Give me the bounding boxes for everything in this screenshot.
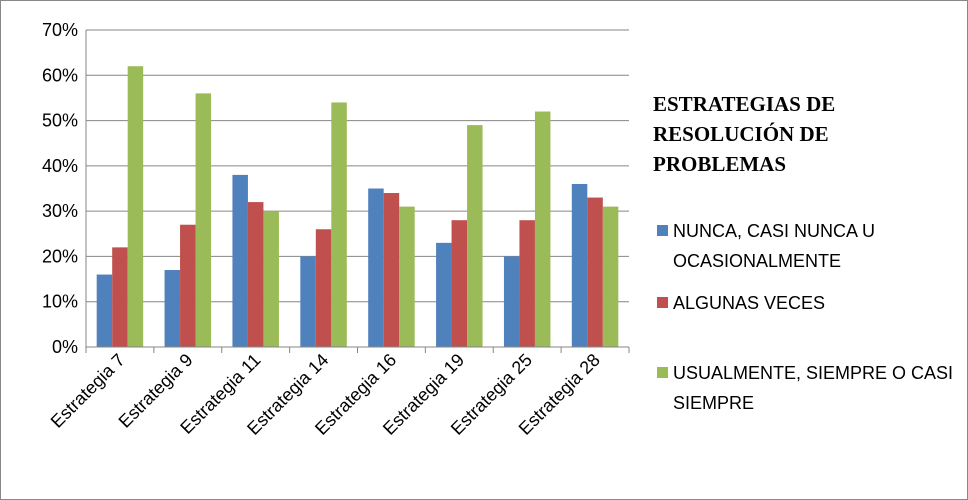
legend-swatch (657, 297, 668, 308)
bar (368, 188, 384, 347)
bar (300, 256, 316, 347)
bar (383, 193, 400, 347)
bar (519, 220, 535, 347)
legend-swatch (657, 225, 668, 236)
y-tick-label: 50% (42, 111, 78, 131)
y-tick-label: 60% (42, 65, 78, 85)
bar (331, 102, 347, 347)
bar (436, 242, 452, 347)
bar (534, 111, 551, 347)
bar (571, 183, 588, 347)
legend-title: ESTRATEGIAS DE RESOLUCIÓN DE PROBLEMAS (653, 92, 836, 176)
legend-item: ALGUNAS VECES (657, 288, 957, 318)
y-tick-label: 40% (42, 156, 78, 176)
bar (112, 247, 128, 347)
bar (127, 66, 144, 347)
bar (263, 211, 279, 347)
bar (164, 270, 181, 347)
bar (451, 220, 468, 347)
legend-item: USUALMENTE, SIEMPRE O CASI SIEMPRE (657, 358, 957, 418)
bar (315, 229, 332, 347)
legend-label: NUNCA, CASI NUNCA U OCASIONALMENTE (673, 221, 876, 271)
bar (503, 256, 520, 347)
bar (467, 125, 483, 347)
bar (602, 206, 619, 347)
legend-label: USUALMENTE, SIEMPRE O CASI SIEMPRE (673, 363, 954, 413)
bar (195, 93, 212, 348)
y-tick-label: 10% (42, 292, 78, 312)
legend-label: ALGUNAS VECES (673, 293, 826, 313)
bar (232, 174, 248, 347)
bar (247, 202, 264, 347)
y-tick-label: 70% (42, 20, 78, 40)
legend-item: NUNCA, CASI NUNCA U OCASIONALMENTE (657, 216, 957, 276)
bar (399, 206, 415, 347)
y-tick-label: 20% (42, 246, 78, 266)
bar (96, 274, 113, 347)
y-tick-label: 30% (42, 201, 78, 221)
bar (587, 197, 603, 347)
legend-swatch (657, 367, 668, 378)
y-tick-label: 0% (52, 337, 78, 357)
bar (180, 224, 196, 347)
